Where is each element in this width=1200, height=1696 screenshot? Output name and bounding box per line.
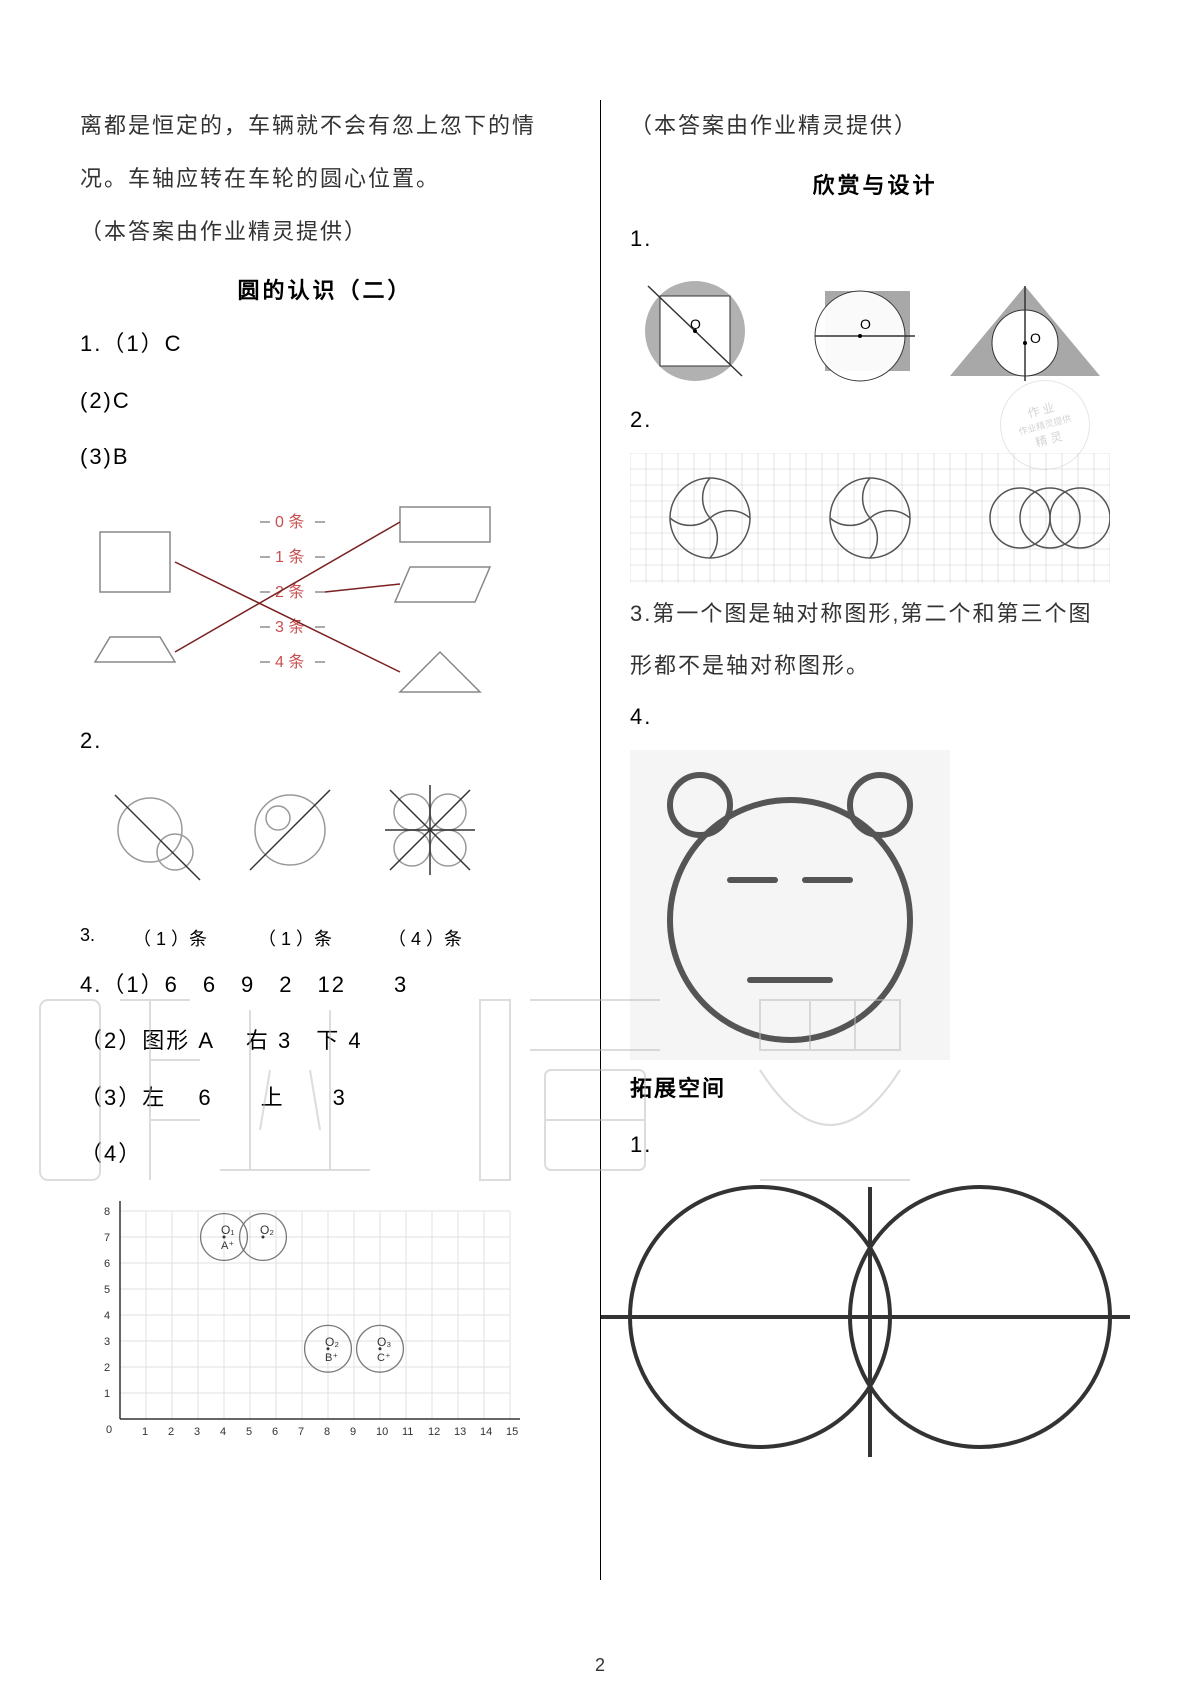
svg-text:10: 10 [376, 1426, 388, 1438]
grid-svg: 123456789101112131415123456780O₁A⁺O₂O₂B⁺… [80, 1189, 520, 1449]
svg-text:4: 4 [104, 1310, 110, 1322]
q4-1: 4.（1）6 6 9 2 12 3 [80, 961, 570, 1009]
q1-3: (3)B [80, 433, 570, 481]
svg-text:4 条: 4 条 [275, 653, 304, 671]
ex-q1: 1. [630, 1121, 1120, 1169]
intro-line-2: 况。车轴应转在车轮的圆心位置。 [80, 153, 570, 206]
svg-text:3: 3 [194, 1426, 200, 1438]
svg-text:1 条: 1 条 [275, 548, 304, 566]
svg-text:12: 12 [428, 1426, 440, 1438]
svg-text:1: 1 [104, 1388, 110, 1400]
svg-text:3 条: 3 条 [275, 618, 304, 636]
svg-text:5: 5 [246, 1426, 252, 1438]
intro-line-1: 离都是恒定的，车辆就不会有忽上忽下的情 [80, 100, 570, 153]
svg-text:3: 3 [104, 1336, 110, 1348]
grid-chart: 123456789101112131415123456780O₁A⁺O₂O₂B⁺… [80, 1189, 500, 1454]
q3-label: 3. [80, 925, 110, 951]
svg-text:8: 8 [324, 1426, 330, 1438]
svg-text:2: 2 [104, 1362, 110, 1374]
svg-text:O₁: O₁ [221, 1223, 234, 1237]
svg-text:O₂: O₂ [325, 1334, 339, 1348]
svg-text:9: 9 [350, 1426, 356, 1438]
svg-text:6: 6 [104, 1258, 110, 1270]
symmetry-diagram [80, 775, 500, 915]
r-q3-2: 形都不是轴对称图形。 [630, 640, 1120, 693]
svg-text:7: 7 [104, 1232, 110, 1244]
binocular-diagram [580, 1177, 1120, 1472]
right-note: （本答案由作业精灵提供） [630, 100, 1120, 153]
svg-text:4: 4 [220, 1426, 226, 1438]
pinwheel-svg [630, 453, 1110, 583]
symmetry-captions: 3. （ 1 ）条 （ 1 ）条 （ 4 ）条 [80, 925, 570, 951]
q2: 2. [80, 717, 570, 765]
svg-text:O₃: O₃ [377, 1334, 391, 1348]
svg-text:14: 14 [480, 1426, 492, 1438]
svg-text:0 条: 0 条 [275, 513, 304, 531]
svg-text:C⁺: C⁺ [377, 1351, 391, 1363]
left-column: 离都是恒定的，车辆就不会有忽上忽下的情 况。车轴应转在车轮的圆心位置。 （本答案… [80, 100, 600, 1472]
q4-4: （4） [80, 1130, 570, 1178]
svg-text:2: 2 [168, 1426, 174, 1438]
svg-text:11: 11 [402, 1426, 413, 1438]
svg-text:O: O [1030, 330, 1041, 346]
binocular-svg [580, 1177, 1140, 1467]
right-column: （本答案由作业精灵提供） 欣赏与设计 1. OOO 2. 3.第一个图是轴对称图… [600, 100, 1120, 1472]
svg-text:B⁺: B⁺ [325, 1351, 338, 1363]
svg-text:7: 7 [298, 1426, 304, 1438]
column-divider [600, 100, 601, 1580]
matching-svg: 0 条1 条2 条3 条4 条 [80, 492, 500, 702]
page-number: 2 [0, 1655, 1200, 1676]
bear-face-diagram [630, 750, 1120, 1065]
cap-3: （ 4 ）条 [360, 925, 490, 951]
q1-1: 1.（1）C [80, 320, 570, 368]
expansion-title: 拓展空间 [630, 1065, 1120, 1113]
matching-diagram: 0 条1 条2 条3 条4 条 [80, 492, 500, 707]
threeshapes-svg: OOO [630, 271, 1110, 391]
svg-text:13: 13 [454, 1426, 466, 1438]
svg-text:O: O [860, 316, 871, 332]
svg-text:15: 15 [506, 1426, 518, 1438]
svg-text:5: 5 [104, 1284, 110, 1296]
svg-text:8: 8 [104, 1206, 110, 1218]
pinwheel-diagram [630, 453, 1120, 588]
r-q3-1: 3.第一个图是轴对称图形,第二个和第三个图 [630, 588, 1120, 641]
svg-text:0: 0 [106, 1424, 112, 1436]
svg-text:O₂: O₂ [260, 1223, 274, 1237]
left-heading: 圆的认识（二） [80, 273, 570, 305]
symmetry-svg [80, 775, 500, 915]
r-q1: 1. [630, 215, 1120, 263]
q4-2: （2）图形 A 右 3 下 4 [80, 1017, 570, 1065]
bear-svg [630, 750, 950, 1060]
svg-text:6: 6 [272, 1426, 278, 1438]
three-shapes-diagram: OOO [630, 271, 1120, 396]
q1-2: (2)C [80, 377, 570, 425]
svg-text:A⁺: A⁺ [221, 1240, 234, 1252]
cap-2: （ 1 ）条 [230, 925, 360, 951]
left-note: （本答案由作业精灵提供） [80, 206, 570, 259]
right-heading: 欣赏与设计 [630, 168, 1120, 200]
q4-3: （3）左 6 上 3 [80, 1074, 570, 1122]
r-q4: 4. [630, 693, 1120, 741]
svg-text:1: 1 [142, 1426, 148, 1438]
cap-1: （ 1 ）条 [110, 925, 230, 951]
